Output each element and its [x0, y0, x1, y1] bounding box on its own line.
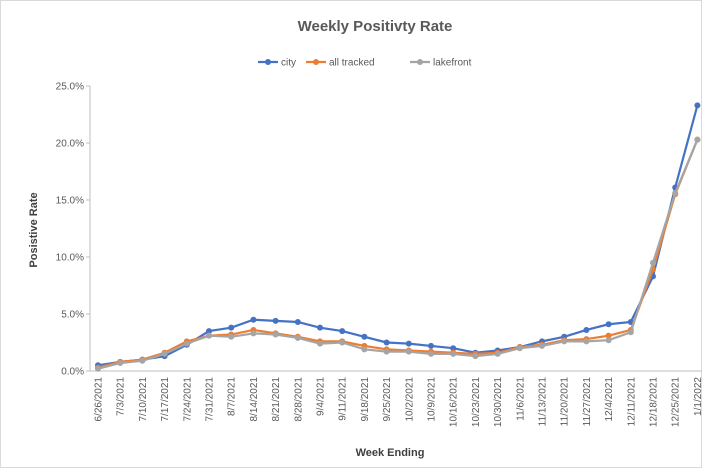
- y-tick-label: 15.0%: [56, 196, 84, 207]
- series-marker: [294, 334, 301, 341]
- series-marker: [339, 339, 346, 346]
- series-marker: [627, 329, 634, 336]
- x-tick-label: 6/26/2021: [94, 377, 105, 422]
- series-marker: [317, 324, 323, 331]
- y-tick-label: 0.0%: [61, 367, 84, 378]
- series-marker: [228, 333, 235, 340]
- x-tick-label: 12/11/2021: [626, 377, 637, 427]
- x-tick-label: 10/30/2021: [493, 377, 504, 427]
- legend-marker: [417, 59, 423, 65]
- y-tick-label: 20.0%: [56, 139, 84, 150]
- series-marker: [183, 340, 190, 347]
- y-tick-label: 25.0%: [56, 82, 84, 93]
- x-tick-label: 12/25/2021: [671, 377, 682, 427]
- x-tick-label: 8/7/2021: [227, 377, 238, 416]
- series-line: [97, 139, 699, 370]
- series-marker: [539, 342, 545, 349]
- series-marker: [605, 321, 612, 328]
- series-marker: [250, 316, 257, 323]
- legend-label: lakefront: [433, 58, 472, 69]
- series-marker: [450, 350, 457, 357]
- series-marker: [206, 332, 212, 339]
- x-tick-label: 11/13/2021: [538, 377, 549, 427]
- series-marker: [206, 328, 212, 335]
- x-tick-label: 12/4/2021: [604, 377, 615, 422]
- series-marker: [605, 332, 612, 339]
- series-marker: [650, 259, 656, 266]
- series-marker: [405, 340, 412, 347]
- series-marker: [383, 348, 390, 355]
- legend-label: all tracked: [329, 58, 375, 69]
- series-marker: [694, 102, 701, 109]
- x-axis-title: Week Ending: [356, 447, 425, 459]
- series-marker: [317, 340, 323, 347]
- legend-label: city: [281, 58, 296, 69]
- x-tick-label: 10/9/2021: [427, 377, 438, 422]
- series-marker: [272, 331, 279, 338]
- series-marker: [605, 337, 612, 344]
- x-tick-label: 7/3/2021: [116, 377, 127, 416]
- series-marker: [161, 350, 168, 357]
- x-tick-label: 9/25/2021: [382, 377, 393, 422]
- x-tick-label: 7/10/2021: [138, 377, 149, 422]
- chart-title: Weekly Positivty Rate: [298, 18, 453, 35]
- series-marker: [361, 346, 368, 353]
- series-marker: [583, 338, 590, 345]
- y-tick-label: 10.0%: [56, 253, 84, 264]
- series-marker: [472, 353, 479, 360]
- series-marker: [228, 324, 235, 331]
- series-marker: [250, 330, 257, 337]
- x-tick-label: 7/24/2021: [182, 377, 193, 422]
- x-tick-label: 11/6/2021: [515, 377, 526, 421]
- series-marker: [339, 328, 346, 335]
- series-marker: [272, 317, 279, 324]
- x-tick-label: 8/14/2021: [249, 377, 260, 422]
- x-tick-label: 8/28/2021: [293, 377, 304, 422]
- legend-marker: [313, 59, 319, 65]
- x-tick-label: 12/18/2021: [649, 377, 660, 427]
- series-marker: [405, 348, 412, 355]
- series-marker: [361, 333, 368, 340]
- series-marker: [383, 339, 390, 346]
- series-marker: [117, 360, 124, 367]
- legend-marker: [265, 59, 271, 65]
- x-tick-label: 8/21/2021: [271, 377, 282, 422]
- series-marker: [694, 136, 701, 143]
- series-marker: [516, 345, 523, 352]
- x-tick-label: 11/27/2021: [582, 377, 593, 427]
- series-marker: [583, 326, 590, 333]
- x-tick-label: 9/18/2021: [360, 377, 371, 422]
- x-tick-label: 9/4/2021: [316, 377, 327, 416]
- series-marker: [95, 365, 101, 372]
- y-tick-label: 5.0%: [61, 310, 84, 321]
- x-tick-label: 10/16/2021: [449, 377, 460, 427]
- series-marker: [428, 350, 434, 357]
- x-tick-label: 9/11/2021: [338, 377, 349, 421]
- series-marker: [450, 345, 457, 352]
- x-tick-label: 1/1/2022: [693, 377, 702, 416]
- x-tick-label: 7/31/2021: [205, 377, 216, 422]
- y-axis-title: Posistive Rate: [28, 192, 40, 267]
- series-marker: [294, 318, 301, 325]
- series-marker: [561, 338, 568, 345]
- series-marker: [428, 342, 434, 349]
- series-marker: [139, 357, 146, 364]
- series-marker: [494, 350, 501, 357]
- x-tick-label: 11/20/2021: [560, 377, 571, 427]
- x-tick-label: 10/23/2021: [471, 377, 482, 427]
- x-tick-label: 10/2/2021: [404, 377, 415, 422]
- x-tick-label: 7/17/2021: [160, 377, 171, 422]
- series-marker: [672, 190, 679, 197]
